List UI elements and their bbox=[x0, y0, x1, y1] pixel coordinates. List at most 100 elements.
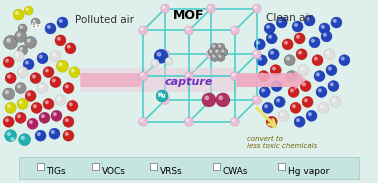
Circle shape bbox=[316, 73, 319, 76]
Circle shape bbox=[211, 43, 219, 51]
Circle shape bbox=[314, 71, 325, 82]
Circle shape bbox=[57, 17, 68, 28]
Circle shape bbox=[266, 116, 277, 127]
Circle shape bbox=[50, 77, 61, 87]
Circle shape bbox=[37, 83, 48, 94]
Circle shape bbox=[57, 97, 60, 100]
Circle shape bbox=[297, 119, 299, 122]
Circle shape bbox=[18, 24, 27, 33]
Circle shape bbox=[213, 45, 215, 47]
Circle shape bbox=[63, 83, 74, 94]
Circle shape bbox=[252, 96, 261, 104]
Circle shape bbox=[5, 91, 8, 94]
Circle shape bbox=[161, 50, 170, 59]
Bar bbox=[150, 163, 157, 170]
Circle shape bbox=[264, 23, 275, 34]
Circle shape bbox=[5, 102, 16, 113]
Circle shape bbox=[59, 63, 62, 66]
Circle shape bbox=[18, 85, 20, 88]
Circle shape bbox=[202, 93, 216, 107]
Circle shape bbox=[55, 35, 66, 46]
Circle shape bbox=[254, 6, 257, 8]
Circle shape bbox=[163, 98, 165, 100]
Circle shape bbox=[37, 53, 48, 64]
Circle shape bbox=[222, 50, 224, 52]
Circle shape bbox=[25, 36, 37, 48]
Circle shape bbox=[280, 113, 284, 115]
Circle shape bbox=[307, 18, 309, 20]
Circle shape bbox=[319, 89, 321, 92]
Circle shape bbox=[20, 69, 22, 72]
Circle shape bbox=[277, 99, 279, 102]
Circle shape bbox=[20, 48, 22, 50]
Circle shape bbox=[332, 99, 335, 102]
Circle shape bbox=[18, 45, 28, 55]
Circle shape bbox=[34, 105, 36, 108]
Circle shape bbox=[208, 6, 211, 8]
Circle shape bbox=[270, 65, 281, 76]
Circle shape bbox=[154, 49, 168, 63]
Circle shape bbox=[278, 110, 289, 121]
Circle shape bbox=[269, 35, 271, 38]
Circle shape bbox=[300, 81, 311, 92]
Circle shape bbox=[24, 6, 33, 15]
Circle shape bbox=[153, 61, 155, 63]
Circle shape bbox=[258, 71, 269, 82]
Circle shape bbox=[49, 128, 60, 139]
Circle shape bbox=[311, 39, 314, 42]
Circle shape bbox=[15, 12, 19, 14]
Circle shape bbox=[298, 65, 309, 76]
Circle shape bbox=[252, 4, 261, 13]
Circle shape bbox=[53, 113, 56, 115]
Circle shape bbox=[294, 33, 305, 44]
Circle shape bbox=[67, 100, 78, 111]
FancyBboxPatch shape bbox=[141, 68, 237, 92]
Circle shape bbox=[45, 23, 56, 34]
Circle shape bbox=[59, 20, 62, 22]
Circle shape bbox=[279, 20, 281, 22]
Circle shape bbox=[302, 96, 313, 107]
Circle shape bbox=[267, 25, 270, 28]
Circle shape bbox=[291, 89, 293, 92]
Circle shape bbox=[18, 115, 20, 117]
Circle shape bbox=[139, 72, 148, 81]
Circle shape bbox=[208, 98, 211, 100]
Circle shape bbox=[276, 17, 287, 28]
Circle shape bbox=[269, 119, 271, 122]
Circle shape bbox=[71, 69, 74, 72]
Circle shape bbox=[51, 110, 62, 121]
Circle shape bbox=[45, 101, 48, 104]
Circle shape bbox=[3, 57, 14, 68]
Circle shape bbox=[6, 59, 8, 62]
Circle shape bbox=[186, 28, 189, 30]
Circle shape bbox=[288, 87, 299, 98]
Circle shape bbox=[282, 39, 293, 50]
Circle shape bbox=[43, 98, 54, 109]
Bar bbox=[213, 163, 220, 170]
Circle shape bbox=[159, 93, 162, 96]
Circle shape bbox=[31, 18, 40, 27]
Circle shape bbox=[331, 17, 342, 28]
Circle shape bbox=[25, 91, 36, 101]
Circle shape bbox=[232, 74, 235, 76]
Circle shape bbox=[326, 65, 337, 76]
Circle shape bbox=[20, 26, 22, 28]
Text: MOF: MOF bbox=[173, 9, 205, 22]
Circle shape bbox=[297, 35, 299, 38]
Circle shape bbox=[330, 96, 341, 107]
Circle shape bbox=[40, 85, 42, 88]
Circle shape bbox=[211, 53, 219, 61]
Circle shape bbox=[256, 55, 267, 66]
Circle shape bbox=[271, 51, 273, 54]
Circle shape bbox=[163, 6, 165, 8]
Circle shape bbox=[186, 119, 189, 122]
Text: Hg: Hg bbox=[30, 23, 41, 29]
Circle shape bbox=[287, 57, 289, 60]
Circle shape bbox=[7, 39, 10, 42]
Circle shape bbox=[330, 83, 333, 86]
Circle shape bbox=[324, 33, 326, 36]
Circle shape bbox=[139, 26, 148, 35]
Circle shape bbox=[15, 112, 26, 123]
Circle shape bbox=[321, 31, 332, 42]
Circle shape bbox=[45, 69, 48, 72]
